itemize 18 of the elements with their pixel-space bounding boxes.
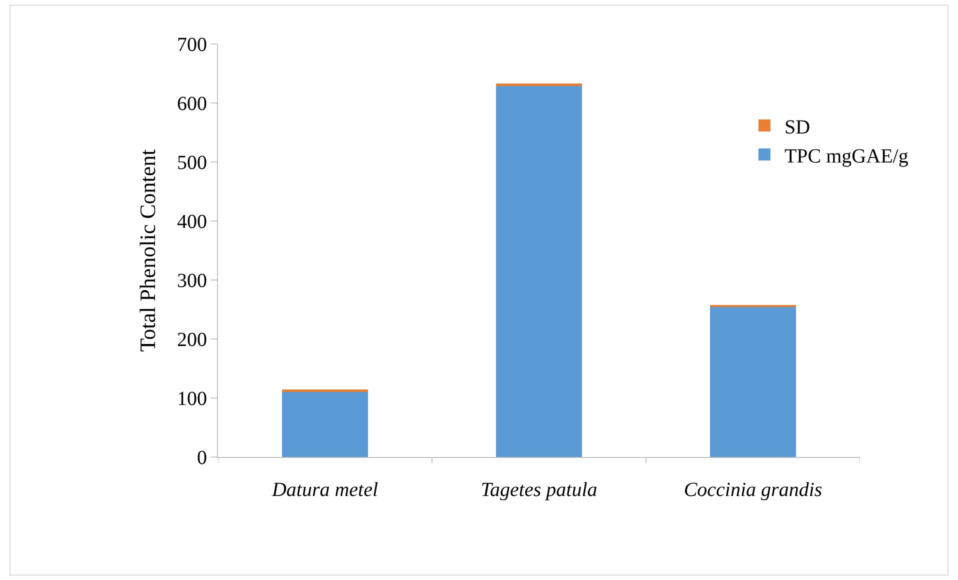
x-tick-label: Coccinia grandis [684, 479, 822, 501]
y-tick-label: 200 [177, 329, 207, 351]
y-axis-title: Total Phenolic Content [134, 149, 160, 352]
y-tick-label: 600 [177, 93, 207, 115]
y-tick-label: 100 [177, 388, 207, 410]
y-tick-label: 500 [177, 152, 207, 174]
bar [282, 392, 368, 457]
y-tick-label: 300 [177, 270, 207, 292]
y-tick-label: 700 [177, 34, 207, 56]
bar [496, 85, 582, 457]
x-tick-label: Datura metel [270, 479, 378, 501]
legend-label: SD [784, 116, 810, 138]
bar [710, 306, 796, 457]
legend-label: TPC mgGAE/g [784, 145, 908, 168]
y-tick-label: 0 [197, 447, 207, 469]
y-tick-label: 400 [177, 211, 207, 233]
x-tick-label: Tagetes patula [480, 479, 598, 501]
bar [282, 390, 368, 392]
